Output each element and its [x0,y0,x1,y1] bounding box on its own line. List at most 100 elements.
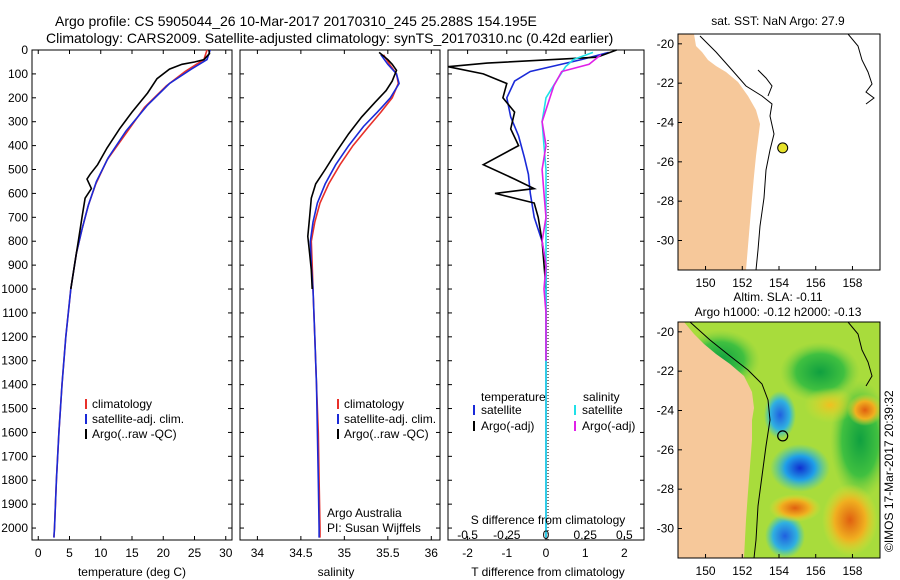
sla-orange-east [847,394,880,426]
legend-label-satellite: satellite-adj. clim. [344,412,436,426]
depth-axis: 0 100 200 300 400 500 600 700 800 900 1000 1100 1200… [1,43,232,535]
legend-label-climatology: climatology [344,397,404,411]
depth-tick-label: 1900 [1,497,28,511]
lon-tick-label: 158 [842,276,862,290]
difference-xlabel-top: S difference from climatology [471,513,626,527]
temperature-panel: 0100200300400500600700800900100011001200… [1,43,232,579]
lat-tick-label: -20 [657,325,675,339]
top-tick-label: 0 [543,528,550,542]
series-satellite-adj-clim- [309,54,400,538]
top-tick-label: 0.25 [574,528,598,542]
depth-tick-label: 800 [8,234,28,248]
depth-tick-label: 1100 [2,306,28,320]
lon-tick-label: 156 [806,564,826,578]
salinity-depth-ticks [240,49,440,529]
top-tick-label: 0.5 [616,528,633,542]
salinity-xlabel: salinity [318,565,355,579]
header-line1: Argo profile: CS 5905044_26 10-Mar-2017 … [55,13,537,29]
legend-label-s-argo: Argo(-adj) [582,419,635,433]
sst-land-australia [678,34,760,270]
series-argo-raw-qc- [70,49,211,290]
depth-tick-label: 1500 [1,402,28,416]
lat-tick-label: -20 [657,37,675,51]
sla-south-blue [765,514,805,558]
depth-tick-label: 400 [8,139,28,153]
salinity-axes-box [239,49,441,541]
x-tick-label: 15 [125,546,139,560]
temperature-series [53,49,211,538]
x-tick-label: 5 [66,546,73,560]
lat-tick-label: -26 [657,443,675,457]
sla-argo-float-marker [777,430,789,442]
depth-tick-label: 300 [8,115,28,129]
depth-tick-label: 2000 [1,521,28,535]
salinity-legend: climatology satellite-adj. clim. Argo(..… [337,397,436,441]
depth-tick-label: 1400 [1,378,28,392]
sla-map-title-line1: Altim. SLA: -0.11 [733,290,822,304]
series-s-argo-adj- [541,54,602,361]
sla-blue-eddy [770,444,830,492]
sst-map-title: sat. SST: NaN Argo: 27.9 [711,14,845,28]
x-tick-label: 0 [35,546,42,560]
lon-tick-label: 156 [806,276,826,290]
lat-tick-label: -28 [657,482,675,496]
temperature-legend: climatology satellite-adj. clim. Argo(..… [85,397,184,441]
lat-tick-label: -30 [657,234,675,248]
series-s-satellite [541,51,594,538]
lon-tick-label: 150 [696,276,716,290]
series-satellite-adj-clim- [53,49,211,538]
depth-tick-label: 500 [8,163,28,177]
sst-map: sat. SST: NaN Argo: 27.9 150 152 154 156 158… [657,14,881,290]
x-tick-label: 25 [188,546,202,560]
sst-argo-float-marker [777,142,789,154]
header-line2: Climatology: CARS2009. Satellite-adjuste… [46,30,613,46]
difference-legend: temperature salinity satellite Argo(-adj… [473,390,635,433]
lon-tick-label: 152 [732,564,752,578]
sst-isobath [699,35,775,270]
x-tick-label: 35 [338,546,352,560]
x-tick-label: 20 [157,546,171,560]
depth-tick-label: 1000 [1,282,28,296]
argo-australia-label: Argo Australia [327,506,402,520]
sla-isobath [689,322,771,558]
temperature-axes-box [31,49,233,541]
sla-reef-outline [847,322,873,387]
depth-tick-label: 1700 [1,449,28,463]
salinity-difference-ticks: -0.5 -0.25 0 0.25 0.5 [457,528,633,542]
sla-yellow-patch [804,387,856,423]
imos-timestamp: ©IMOS 17-Mar-2017 20:39:32 [882,390,896,552]
depth-tick-label: 1600 [1,425,28,439]
temperature-x-axis: 0 5 10 15 20 25 30 [35,50,233,560]
pi-label: PI: Susan Wijffels [327,521,421,535]
sla-green-eddy [780,342,860,402]
sla-orange-eddy [769,494,821,522]
lon-tick-label: 152 [732,276,752,290]
sla-map-ticks: 150 152 154 156 158 -20 -22 -24 -26 -28 -30 [657,325,863,578]
lon-tick-label: 150 [696,564,716,578]
salinity-x-axis: 34 34.5 35 35.5 36 [251,50,438,560]
depth-tick-label: 1800 [1,473,28,487]
sla-cyan-core [764,391,796,439]
x-tick-label: 2 [621,546,628,560]
x-tick-label: -2 [462,546,473,560]
depth-tick-label: 600 [8,186,28,200]
sst-shelf-edge [757,69,773,97]
lat-tick-label: -24 [657,404,675,418]
salinity-panel: 34 34.5 35 35.5 36 salinity climatology sate… [239,49,441,579]
legend-label-satellite: satellite-adj. clim. [92,412,184,426]
sla-land-australia [678,322,754,558]
x-tick-label: 35.5 [376,546,400,560]
x-tick-label: 34 [251,546,265,560]
lon-tick-label: 154 [769,564,789,578]
depth-tick-label: 700 [8,210,28,224]
legend-title-salinity: salinity [583,390,620,404]
legend-label-argo: Argo(..raw -QC) [344,427,429,441]
salinity-series [306,51,400,538]
x-tick-label: 1 [582,546,589,560]
sst-map-ticks: 150 152 154 156 158 -20 -22 -24 -26 -28 -30 [657,37,863,290]
difference-depth-ticks [448,49,644,529]
difference-panel: -2 -1 0 1 2 T difference from climatology S … [447,49,645,579]
depth-tick-label: 200 [8,91,28,105]
legend-title-temperature: temperature [481,390,546,404]
